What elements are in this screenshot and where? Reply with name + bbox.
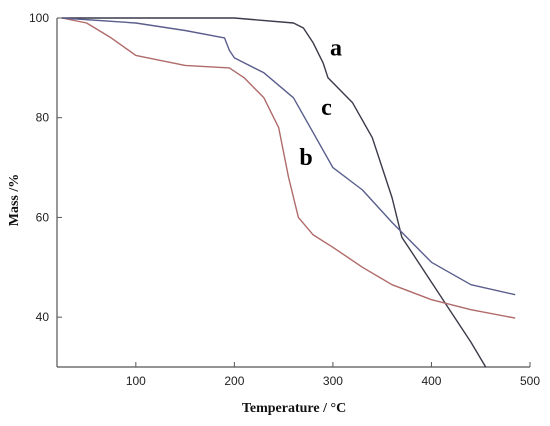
- y-tick-label: 100: [29, 11, 49, 25]
- axes: 100 200 300 400 500 100 80 60 40: [29, 11, 540, 388]
- curve-label-a: a: [330, 35, 342, 61]
- x-axis-title: Temperature / °C: [242, 401, 346, 416]
- curves: [61, 17, 516, 368]
- curve-label-b: b: [299, 145, 312, 171]
- curve-label-c: c: [321, 95, 332, 121]
- x-tick-label: 500: [520, 374, 540, 388]
- labels: a cb: [299, 35, 342, 171]
- y-tick-label: 40: [36, 310, 50, 324]
- x-tick-label: 300: [323, 374, 343, 388]
- series-c-line: [61, 17, 516, 296]
- x-tick-label: 100: [126, 374, 146, 388]
- y-tick-label: 80: [36, 111, 50, 125]
- y-tick-label: 60: [36, 210, 50, 224]
- series-a-line: [61, 17, 487, 368]
- series-b-line: [61, 17, 516, 319]
- x-tick-label: 200: [224, 374, 244, 388]
- y-axis-title: Mass /%: [7, 174, 22, 227]
- x-tick-label: 400: [421, 374, 441, 388]
